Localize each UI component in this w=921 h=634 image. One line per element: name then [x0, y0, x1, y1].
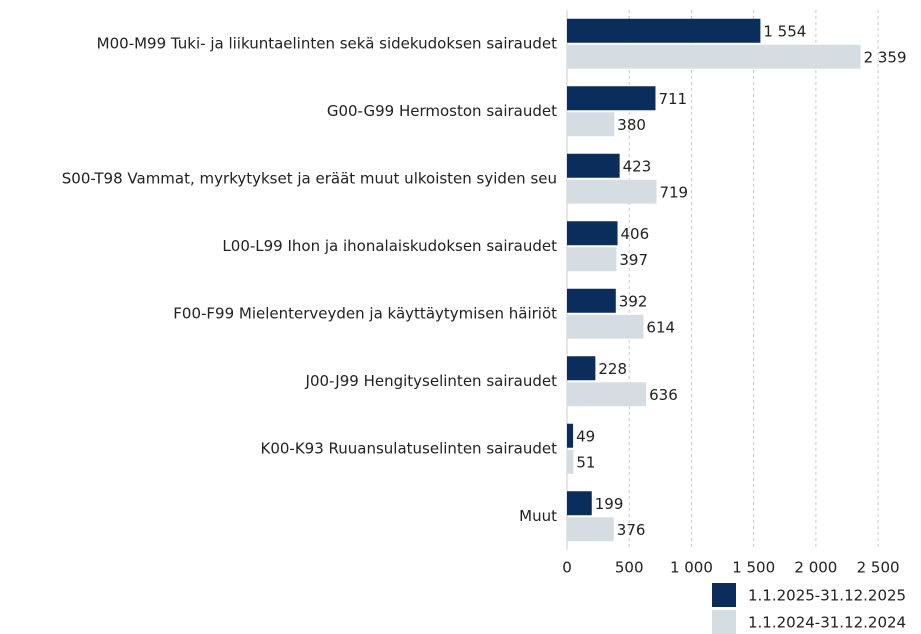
legend-label: 1.1.2025-31.12.2025 — [748, 587, 906, 605]
x-tick-label: 2 500 — [857, 559, 900, 577]
value-label: 719 — [659, 183, 688, 201]
category-label: M00-M99 Tuki- ja liikuntaelinten sekä si… — [97, 34, 557, 52]
value-label: 711 — [658, 90, 687, 108]
bar — [567, 314, 644, 339]
bar — [567, 179, 657, 204]
x-tick-label: 0 — [562, 559, 572, 577]
x-tick-label: 1 000 — [670, 559, 713, 577]
value-label: 2 359 — [864, 48, 907, 66]
bar — [567, 112, 615, 137]
bar — [567, 288, 616, 313]
value-label: 380 — [617, 116, 646, 134]
value-label: 392 — [619, 292, 648, 310]
value-label: 423 — [623, 157, 652, 175]
value-label: 376 — [617, 521, 646, 539]
value-label: 199 — [595, 495, 624, 513]
value-label: 1 554 — [763, 22, 806, 40]
x-tick-label: 1 500 — [732, 559, 775, 577]
value-label: 228 — [598, 360, 627, 378]
category-label: Muut — [519, 507, 557, 525]
legend-label: 1.1.2024-31.12.2024 — [748, 614, 906, 632]
bar — [567, 221, 618, 246]
x-tick-label: 2 000 — [794, 559, 837, 577]
bar — [567, 18, 761, 43]
bar — [567, 153, 620, 178]
category-label: F00-F99 Mielenterveyden ja käyttäytymise… — [173, 304, 557, 322]
category-label: L00-L99 Ihon ja ihonalaiskudoksen sairau… — [222, 237, 557, 255]
bar — [567, 44, 861, 69]
legend-swatch — [712, 583, 736, 607]
value-label: 636 — [649, 386, 678, 404]
bar — [567, 247, 617, 272]
category-label: G00-G99 Hermoston sairaudet — [327, 102, 557, 120]
bar — [567, 423, 574, 448]
category-label: J00-J99 Hengityselinten sairaudet — [305, 372, 558, 390]
category-label: K00-K93 Ruuansulatuselinten sairaudet — [261, 439, 558, 457]
value-label: 397 — [619, 251, 648, 269]
legend-swatch — [712, 610, 736, 634]
category-label: S00-T98 Vammat, myrkytykset ja eräät muu… — [62, 169, 557, 187]
bar — [567, 517, 614, 542]
bar — [567, 491, 592, 516]
x-tick-label: 500 — [615, 559, 644, 577]
bar — [567, 356, 596, 381]
value-label: 51 — [576, 453, 595, 471]
bar — [567, 382, 647, 407]
bar — [567, 86, 656, 111]
value-label: 614 — [646, 318, 675, 336]
value-label: 406 — [621, 225, 650, 243]
bar — [567, 449, 574, 474]
value-label: 49 — [576, 427, 595, 445]
